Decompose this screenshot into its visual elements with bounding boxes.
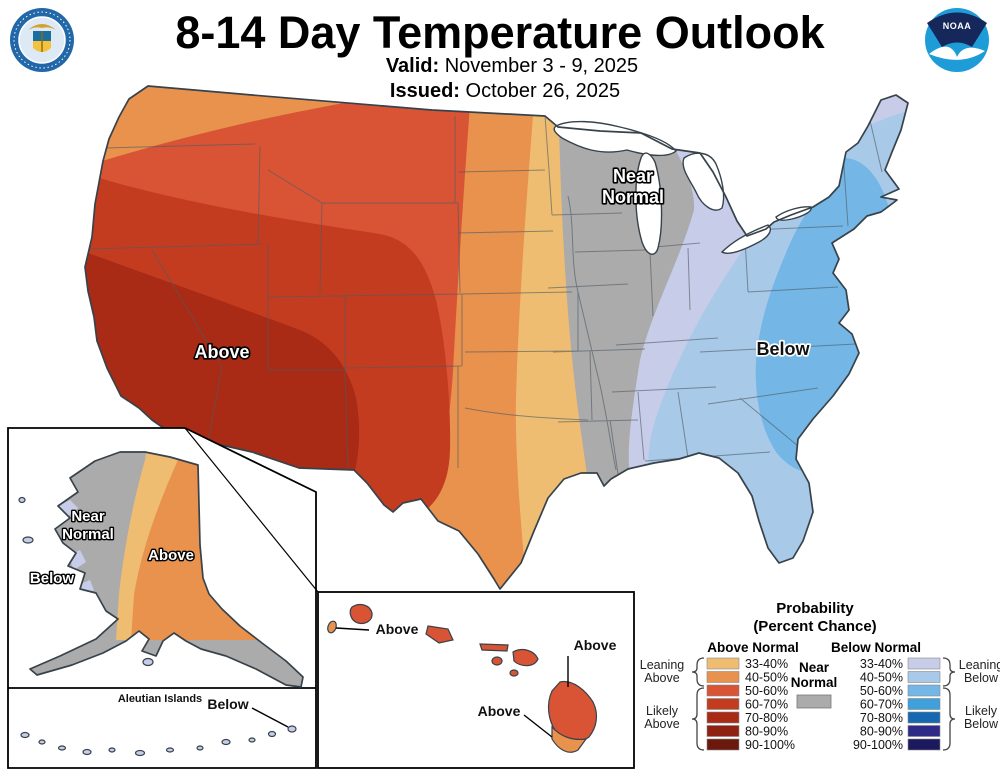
hawaii-pointer-s xyxy=(523,714,553,738)
header: 8-14 Day Temperature Outlook Valid: Nove… xyxy=(175,7,825,102)
alaska-outline xyxy=(29,451,304,688)
great-lakes xyxy=(553,120,812,255)
legend-swatch-above-70-80 xyxy=(706,711,740,724)
valid-line: Valid: November 3 - 9, 2025 xyxy=(386,55,638,77)
label-above-conus: Above xyxy=(194,342,249,362)
hawaii-label-above-e: Above xyxy=(574,637,617,653)
island-kahoolawe xyxy=(509,669,519,677)
hawaii-label-above-s: Above xyxy=(478,703,521,719)
legend: Probability (Percent Chance) Above Norma… xyxy=(640,600,1000,752)
legend-below-header: Below Normal xyxy=(831,640,921,655)
legend-swatch-below-50-60 xyxy=(907,684,941,697)
issued-line: Issued: October 26, 2025 xyxy=(390,80,620,102)
legend-below-row-5: 80-90% xyxy=(860,725,903,739)
legend-leaning-below-line2: Below xyxy=(964,671,999,685)
legend-below-column: 33-40% 40-50% 50-60% 60-70% 70-80% 80-90… xyxy=(853,657,941,752)
legend-swatch-below-33-40 xyxy=(907,657,941,670)
legend-above-row-5: 80-90% xyxy=(745,725,788,739)
legend-above-row-1: 40-50% xyxy=(745,671,788,685)
legend-above-column: 33-40% 40-50% 50-60% 60-70% 70-80% 80-90… xyxy=(706,657,795,752)
hawaii-islands xyxy=(327,603,598,743)
legend-below-row-1: 40-50% xyxy=(860,671,903,685)
legend-near-line1: Near xyxy=(799,660,830,675)
legend-title-line1: Probability xyxy=(776,600,854,617)
legend-below-row-4: 70-80% xyxy=(860,711,903,725)
legend-swatch-near-normal xyxy=(796,694,832,709)
legend-swatch-above-33-40 xyxy=(706,657,740,670)
island-maui xyxy=(512,649,539,667)
legend-swatch-below-70-80 xyxy=(907,711,941,724)
legend-below-row-6: 90-100% xyxy=(853,738,903,752)
legend-above-header: Above Normal xyxy=(707,640,799,655)
legend-likely-above-line2: Above xyxy=(644,717,679,731)
legend-above-row-0: 33-40% xyxy=(745,657,788,671)
legend-swatch-above-60-70 xyxy=(706,698,740,710)
alaska-label-above: Above xyxy=(148,547,194,564)
conus-outline xyxy=(84,85,909,590)
legend-swatch-above-40-50 xyxy=(706,671,740,683)
aleutian-islands-dots xyxy=(20,725,297,757)
island-kauai xyxy=(349,603,373,625)
lake-huron xyxy=(682,152,725,211)
alaska-label-near-line1: Near xyxy=(71,508,105,525)
legend-near-line2: Normal xyxy=(791,675,838,690)
legend-below-row-3: 60-70% xyxy=(860,698,903,712)
hawaii-pointer-nw xyxy=(335,627,370,631)
aleutian-below-label: Below xyxy=(207,696,248,712)
aleutian-pointer-line xyxy=(251,707,289,728)
legend-title-line2: (Percent Chance) xyxy=(753,618,876,635)
legend-swatch-below-60-70 xyxy=(907,698,941,710)
alaska-label-below: Below xyxy=(30,570,75,587)
legend-above-row-4: 70-80% xyxy=(745,711,788,725)
legend-near-normal: Near Normal xyxy=(791,660,838,709)
legend-below-row-2: 50-60% xyxy=(860,684,903,698)
state-borders xyxy=(87,111,883,475)
inset-connector-line xyxy=(184,427,319,593)
lake-michigan xyxy=(635,152,663,255)
alaska-label-near-line2: Normal xyxy=(62,526,114,543)
legend-above-row-3: 60-70% xyxy=(745,698,788,712)
label-near-normal-line2: Normal xyxy=(602,187,664,207)
legend-swatch-above-90-100 xyxy=(706,738,740,751)
label-below-conus: Below xyxy=(756,339,810,359)
legend-swatch-above-80-90 xyxy=(706,725,740,737)
label-near-normal-line1: Near xyxy=(613,166,653,186)
legend-leaning-above-line1: Leaning xyxy=(640,658,685,672)
legend-likely-below-line1: Likely xyxy=(965,704,998,718)
noaa-logo-text: NOAA xyxy=(943,21,972,31)
legend-leaning-above-line2: Above xyxy=(644,671,679,685)
aleutian-strip: Aleutian Islands Below xyxy=(20,693,297,757)
noaa-logo-icon: NOAA xyxy=(925,8,989,72)
legend-likely-below-line2: Below xyxy=(964,717,999,731)
aleutian-islands-label: Aleutian Islands xyxy=(118,693,202,705)
island-hawaii-big xyxy=(547,680,598,743)
legend-leaning-below-line1: Leaning xyxy=(959,658,1000,672)
island-oahu xyxy=(425,625,454,644)
legend-above-row-6: 90-100% xyxy=(745,738,795,752)
hawaii-label-above-nw: Above xyxy=(376,621,419,637)
island-molokai xyxy=(479,643,509,652)
legend-swatch-below-90-100 xyxy=(907,738,941,751)
legend-braces xyxy=(691,657,956,751)
legend-below-row-0: 33-40% xyxy=(860,657,903,671)
island-niihau xyxy=(327,620,337,634)
legend-likely-above-line1: Likely xyxy=(646,704,679,718)
legend-swatch-above-50-60 xyxy=(706,684,740,697)
legend-swatch-below-40-50 xyxy=(907,671,941,683)
island-hawaii-south-tip xyxy=(551,725,588,753)
legend-above-row-2: 50-60% xyxy=(745,684,788,698)
hawaii-inset: Above Above Above xyxy=(327,603,617,753)
page-title: 8-14 Day Temperature Outlook xyxy=(175,7,825,58)
legend-swatch-below-80-90 xyxy=(907,725,941,737)
alaska-offshore-islands xyxy=(18,496,154,667)
region-below-50-60 xyxy=(755,158,899,474)
commerce-seal-icon xyxy=(10,8,74,72)
island-lanai xyxy=(491,656,503,666)
